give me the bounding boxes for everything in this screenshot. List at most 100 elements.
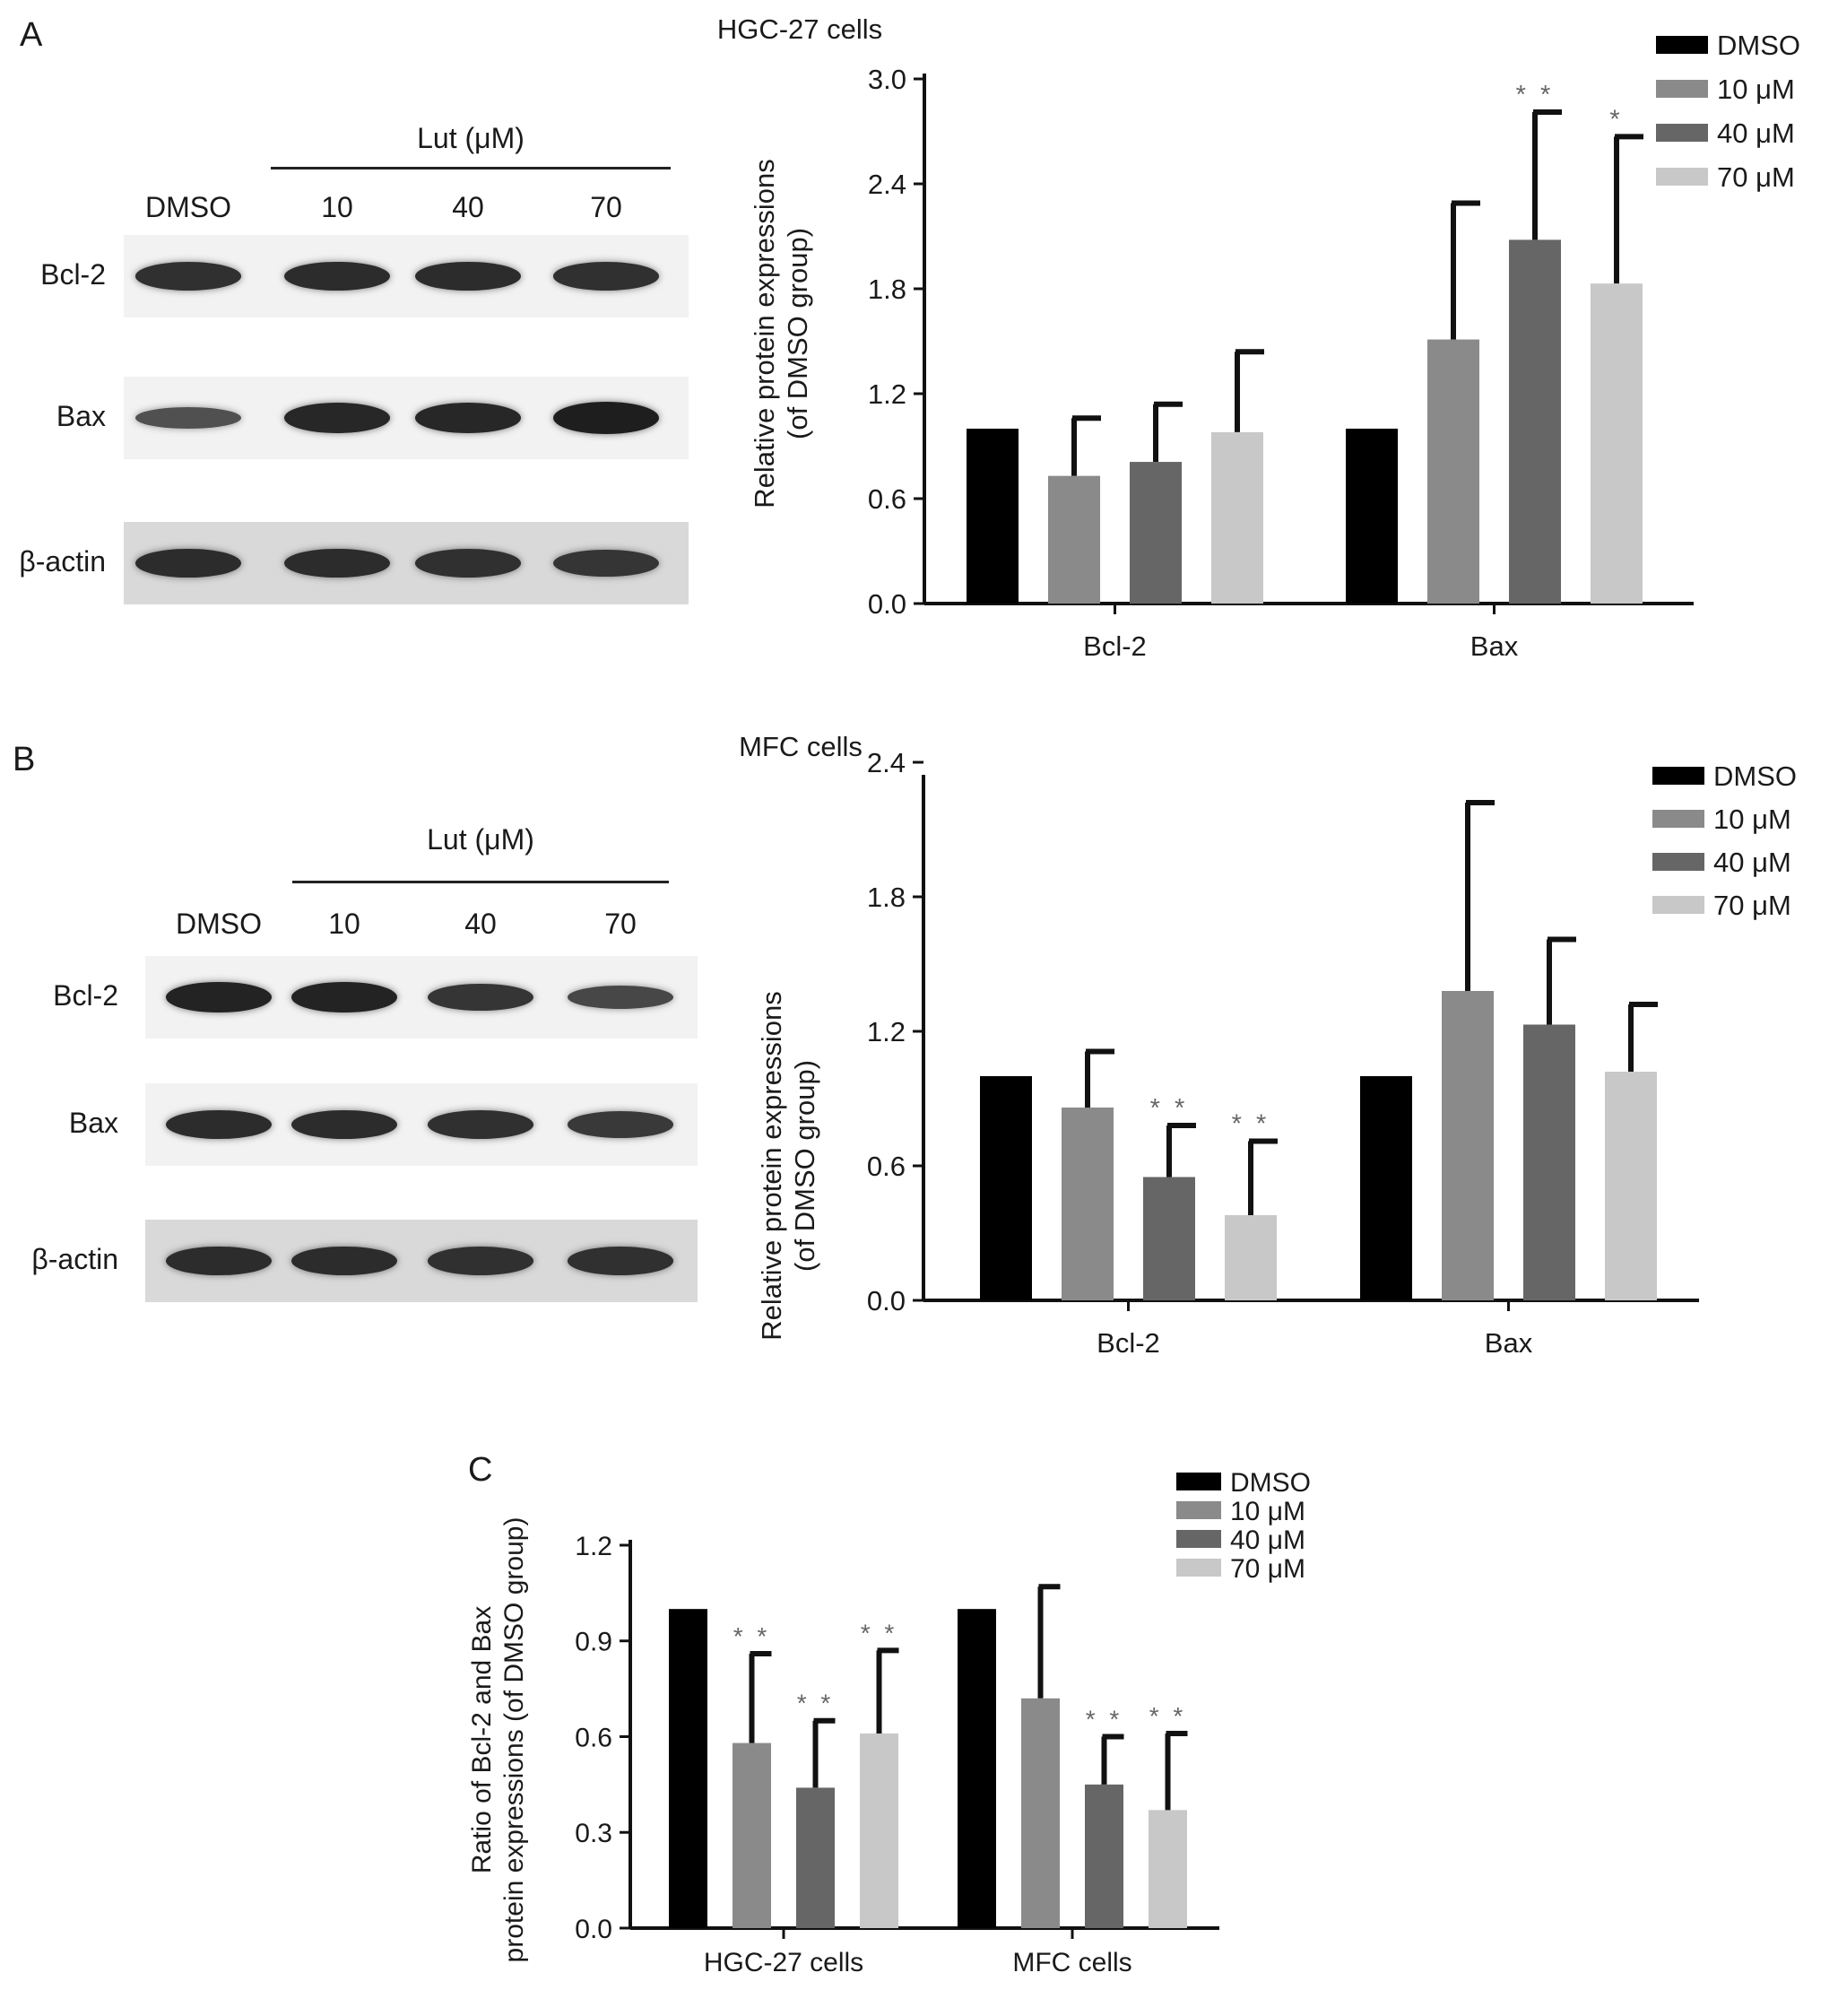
blot-b-band [166, 1246, 272, 1276]
significance-marker: * * [1149, 1702, 1187, 1730]
blot-b-lane-label: DMSO [176, 908, 262, 940]
bar [967, 429, 1019, 604]
legend-label: DMSO [1713, 760, 1797, 792]
x-tick-label: MFC cells [1012, 1948, 1131, 1977]
blot-b-row-label: β-actin [31, 1243, 118, 1275]
chart-title: HGC-27 cells [717, 13, 882, 45]
blot-b-band [291, 1109, 397, 1140]
bar [1062, 1108, 1114, 1300]
bar [1591, 283, 1643, 604]
y-tick-label: 0.0 [867, 1285, 906, 1316]
y-tick-label: 1.2 [575, 1532, 612, 1561]
panel-letter-a: A [20, 16, 43, 54]
blot-b-band [291, 1246, 397, 1276]
legend-label: 40 μM [1717, 117, 1795, 149]
x-tick-label: Bax [1470, 630, 1519, 662]
blot-b-row-label: Bax [68, 1107, 118, 1139]
blot-a-row-label: β-actin [19, 545, 106, 578]
y-tick-label: 0.6 [575, 1723, 612, 1752]
legend-swatch [1652, 896, 1704, 914]
bar [1509, 239, 1561, 604]
blot-a-lane-label: 40 [452, 191, 484, 223]
y-tick-label: 2.4 [867, 747, 906, 778]
blot-b-band [166, 1109, 272, 1140]
y-tick-label: 1.8 [867, 882, 906, 913]
blot-a-band [284, 261, 390, 291]
bar [1021, 1698, 1060, 1928]
blot-a-row-label: Bax [56, 400, 106, 432]
blot-a-band [415, 261, 521, 291]
bar-chart-a: HGC-27 cells Relative protein expressions… [717, 13, 1800, 662]
y-axis-label: Ratio of Bcl-2 and Bax [467, 1606, 497, 1874]
significance-marker: * [1609, 105, 1623, 134]
bar [958, 1609, 996, 1928]
blot-b-blot-strip [145, 956, 698, 1038]
bar [1225, 1215, 1277, 1300]
blot-a-band [135, 262, 241, 291]
blot-b-band [428, 1247, 533, 1275]
significance-marker: * * [1232, 1110, 1270, 1139]
bar-chart-c: Ratio of Bcl-2 and Bax protein expression… [467, 1468, 1311, 1977]
significance-marker: * * [1086, 1706, 1123, 1734]
blot-b-band [428, 1110, 533, 1139]
bar [1427, 339, 1479, 604]
legend-label: 40 μM [1230, 1525, 1305, 1555]
western-blot-b: Lut (μM) DMSO 10 40 70 Bcl-2 Bax β-actin [0, 0, 717, 1345]
legend-swatch [1656, 80, 1708, 98]
panel-letter-c: C [468, 1451, 493, 1489]
bar [1605, 1072, 1657, 1300]
significance-marker: * * [733, 1622, 771, 1650]
y-axis-label: Relative protein expressions [749, 159, 780, 508]
blot-a-band [135, 407, 241, 429]
bar [669, 1609, 707, 1928]
blot-a-band [415, 549, 521, 578]
bar [1130, 462, 1182, 604]
legend-label: 10 μM [1717, 74, 1795, 105]
legend-label: 70 μM [1717, 161, 1795, 193]
legend-label: 70 μM [1230, 1554, 1305, 1584]
y-axis-label: (of DMSO group) [782, 228, 813, 439]
blot-b-band [568, 1247, 673, 1275]
panel-letter-b: B [13, 741, 36, 778]
blot-b-band [166, 981, 272, 1013]
blot-a-lane-label: 10 [321, 191, 353, 223]
legend-swatch [1652, 853, 1704, 871]
bar [1360, 1076, 1412, 1300]
blot-a-band [284, 548, 390, 578]
blot-a-lane-label: DMSO [145, 191, 231, 223]
y-tick-label: 0.3 [575, 1819, 612, 1848]
blot-b-treatment-label: Lut (μM) [427, 823, 534, 856]
y-axis-label: (of DMSO group) [789, 1060, 820, 1272]
bar-chart-b: MFC cells Relative protein expressions (of… [739, 731, 1797, 1359]
legend-label: 40 μM [1713, 847, 1791, 878]
blot-b-band [568, 1111, 673, 1138]
blot-a-treatment-line [271, 167, 671, 169]
chart-title: MFC cells [739, 731, 863, 762]
y-axis-label: protein expressions (of DMSO group) [499, 1517, 529, 1963]
legend-label: 10 μM [1713, 804, 1791, 835]
blot-b-band [291, 981, 397, 1013]
blot-b-blot-strip [145, 1220, 698, 1302]
bar [1085, 1784, 1123, 1928]
legend-swatch [1656, 168, 1708, 186]
y-tick-label: 0.0 [868, 588, 906, 620]
blot-a-blot-strip [124, 235, 689, 317]
x-tick-label: HGC-27 cells [704, 1948, 863, 1977]
blot-a-band [553, 262, 659, 291]
y-axis-label: Relative protein expressions [756, 991, 787, 1340]
blot-a-blot-strip [124, 377, 689, 459]
significance-marker: * * [1516, 81, 1555, 109]
western-blot-a: Lut (μM) DMSO 10 40 70 Bcl-2 Bax β-actin [0, 0, 699, 628]
bar [733, 1742, 771, 1928]
x-tick-label: Bcl-2 [1097, 1327, 1160, 1359]
blot-a-blot-strip [124, 522, 689, 604]
bar [1149, 1810, 1187, 1928]
legend-swatch [1652, 810, 1704, 828]
legend-swatch [1652, 767, 1704, 785]
blot-b-lane-label: 40 [464, 908, 497, 940]
legend-swatch [1656, 36, 1708, 54]
bar [980, 1076, 1032, 1300]
legend-swatch [1176, 1530, 1221, 1548]
blot-b-band [568, 985, 673, 1010]
blot-a-row-label: Bcl-2 [40, 258, 106, 291]
